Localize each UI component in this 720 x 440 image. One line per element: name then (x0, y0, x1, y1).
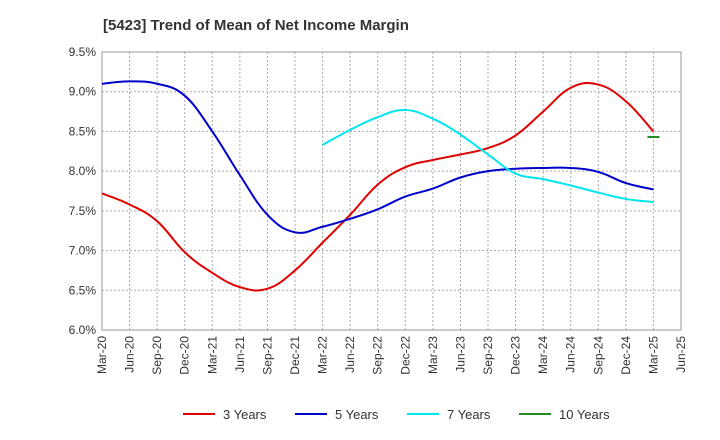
y-tick-label: 8.5% (69, 124, 97, 138)
x-tick-label: Mar-21 (205, 336, 219, 374)
x-tick-label: Dec-24 (619, 336, 633, 375)
legend-label-3-years: 3 Years (223, 407, 267, 422)
x-tick-label: Dec-20 (178, 336, 192, 375)
x-tick-label: Mar-25 (646, 336, 660, 374)
x-tick-label: Dec-21 (288, 336, 302, 375)
x-tick-label: Sep-24 (591, 336, 605, 375)
series-lines (101, 80, 660, 292)
y-tick-label: 6.5% (69, 283, 97, 297)
x-tick-label: Sep-21 (260, 336, 274, 375)
x-tick-label: Mar-20 (95, 336, 109, 374)
y-tick-label: 7.0% (69, 244, 97, 258)
x-tick-label: Mar-23 (426, 336, 440, 374)
x-tick-label: Mar-24 (536, 336, 550, 374)
legend-label-7-years: 7 Years (447, 407, 491, 422)
x-axis: Mar-20 Jun-20 Sep-20 Dec-20 Mar-21 Jun-21 Sep-… (95, 336, 688, 375)
legend: 3 Years 5 Years 7 Years 10 Years (183, 407, 610, 422)
y-tick-label: 9.5% (69, 45, 97, 59)
plot-area (101, 51, 682, 331)
series-line-3-years (101, 81, 655, 292)
legend-label-5-years: 5 Years (335, 407, 379, 422)
x-tick-label: Dec-23 (509, 336, 523, 375)
series-line-5-years (101, 80, 654, 234)
x-tick-label: Sep-23 (481, 336, 495, 375)
x-tick-label: Sep-22 (371, 336, 385, 375)
series-line-7-years (322, 108, 654, 204)
legend-label-10-years: 10 Years (559, 407, 610, 422)
x-tick-label: Jun-24 (564, 336, 578, 373)
grid-lines (102, 52, 681, 330)
y-tick-label: 7.5% (69, 204, 97, 218)
x-tick-label: Jun-23 (453, 336, 467, 373)
y-tick-label: 9.0% (69, 85, 97, 99)
x-tick-label: Sep-20 (150, 336, 164, 375)
x-tick-label: Mar-22 (316, 336, 330, 374)
x-tick-label: Jun-25 (674, 336, 688, 373)
x-tick-label: Jun-22 (343, 336, 357, 373)
x-tick-label: Jun-21 (233, 336, 247, 373)
x-tick-label: Jun-20 (123, 336, 137, 373)
y-tick-label: 6.0% (69, 323, 97, 337)
x-tick-label: Dec-22 (398, 336, 412, 375)
chart-title: [5423] Trend of Mean of Net Income Margi… (103, 17, 409, 34)
plot-frame (101, 51, 682, 331)
y-axis: 6.0% 6.5% 7.0% 7.5% 8.0% 8.5% 9.0% 9.5% (69, 45, 97, 337)
y-tick-label: 8.0% (69, 164, 97, 178)
